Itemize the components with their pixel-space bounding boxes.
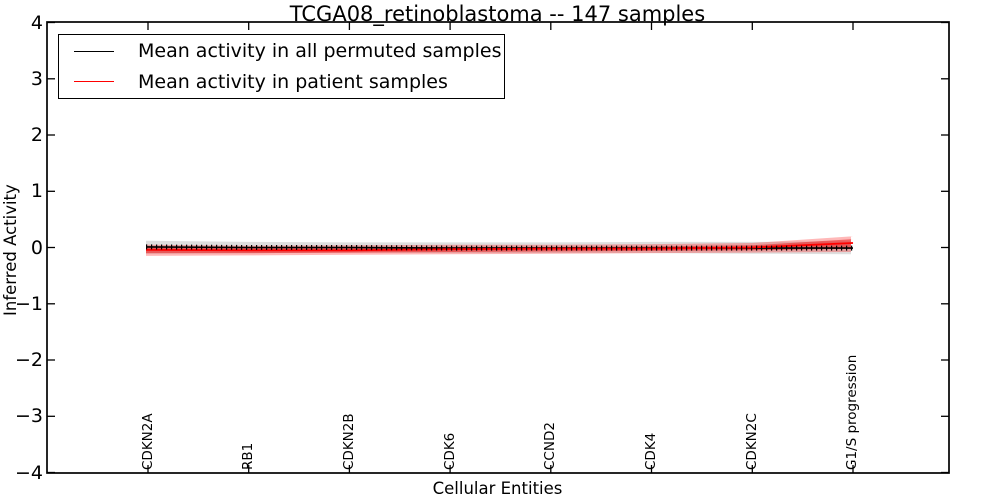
y-tick-label: 1 <box>30 180 43 203</box>
x-tick-label: CDKN2A <box>139 413 156 470</box>
x-tick-label: CDK4 <box>643 432 660 470</box>
black-line-sample <box>74 50 114 52</box>
legend-item-patient: Mean activity in patient samples <box>59 68 504 96</box>
patient-mean-line <box>146 242 854 252</box>
x-tick-label: G1/S progression <box>844 354 861 470</box>
x-axis-label: Cellular Entities <box>432 479 563 498</box>
x-tick-label: CDK6 <box>441 432 458 470</box>
y-tick-label: −3 <box>14 405 43 428</box>
y-tick-label: −2 <box>14 349 43 371</box>
y-tick-label: 4 <box>30 11 43 34</box>
y-tick-label: 0 <box>30 236 43 259</box>
y-tick-label: −4 <box>14 461 43 484</box>
y-tick-label: −1 <box>14 292 43 315</box>
x-tick-label: RB1 <box>240 442 257 470</box>
legend-item-permuted: Mean activity in all permuted samples <box>59 37 504 65</box>
x-tick-label: CDKN2C <box>743 413 760 470</box>
y-tick-label: 2 <box>30 124 43 146</box>
legend-label-patient: Mean activity in patient samples <box>138 70 448 93</box>
legend-box: Mean activity in all permuted samples Me… <box>58 34 505 99</box>
y-tick-label: 3 <box>30 67 43 90</box>
legend-label-permuted: Mean activity in all permuted samples <box>138 40 502 63</box>
chart-title: TCGA08_retinoblastoma -- 147 samples <box>289 2 706 26</box>
red-line-sample <box>74 81 114 83</box>
x-tick-label: CCND2 <box>542 422 559 470</box>
x-tick-label: CDKN2B <box>340 413 357 470</box>
